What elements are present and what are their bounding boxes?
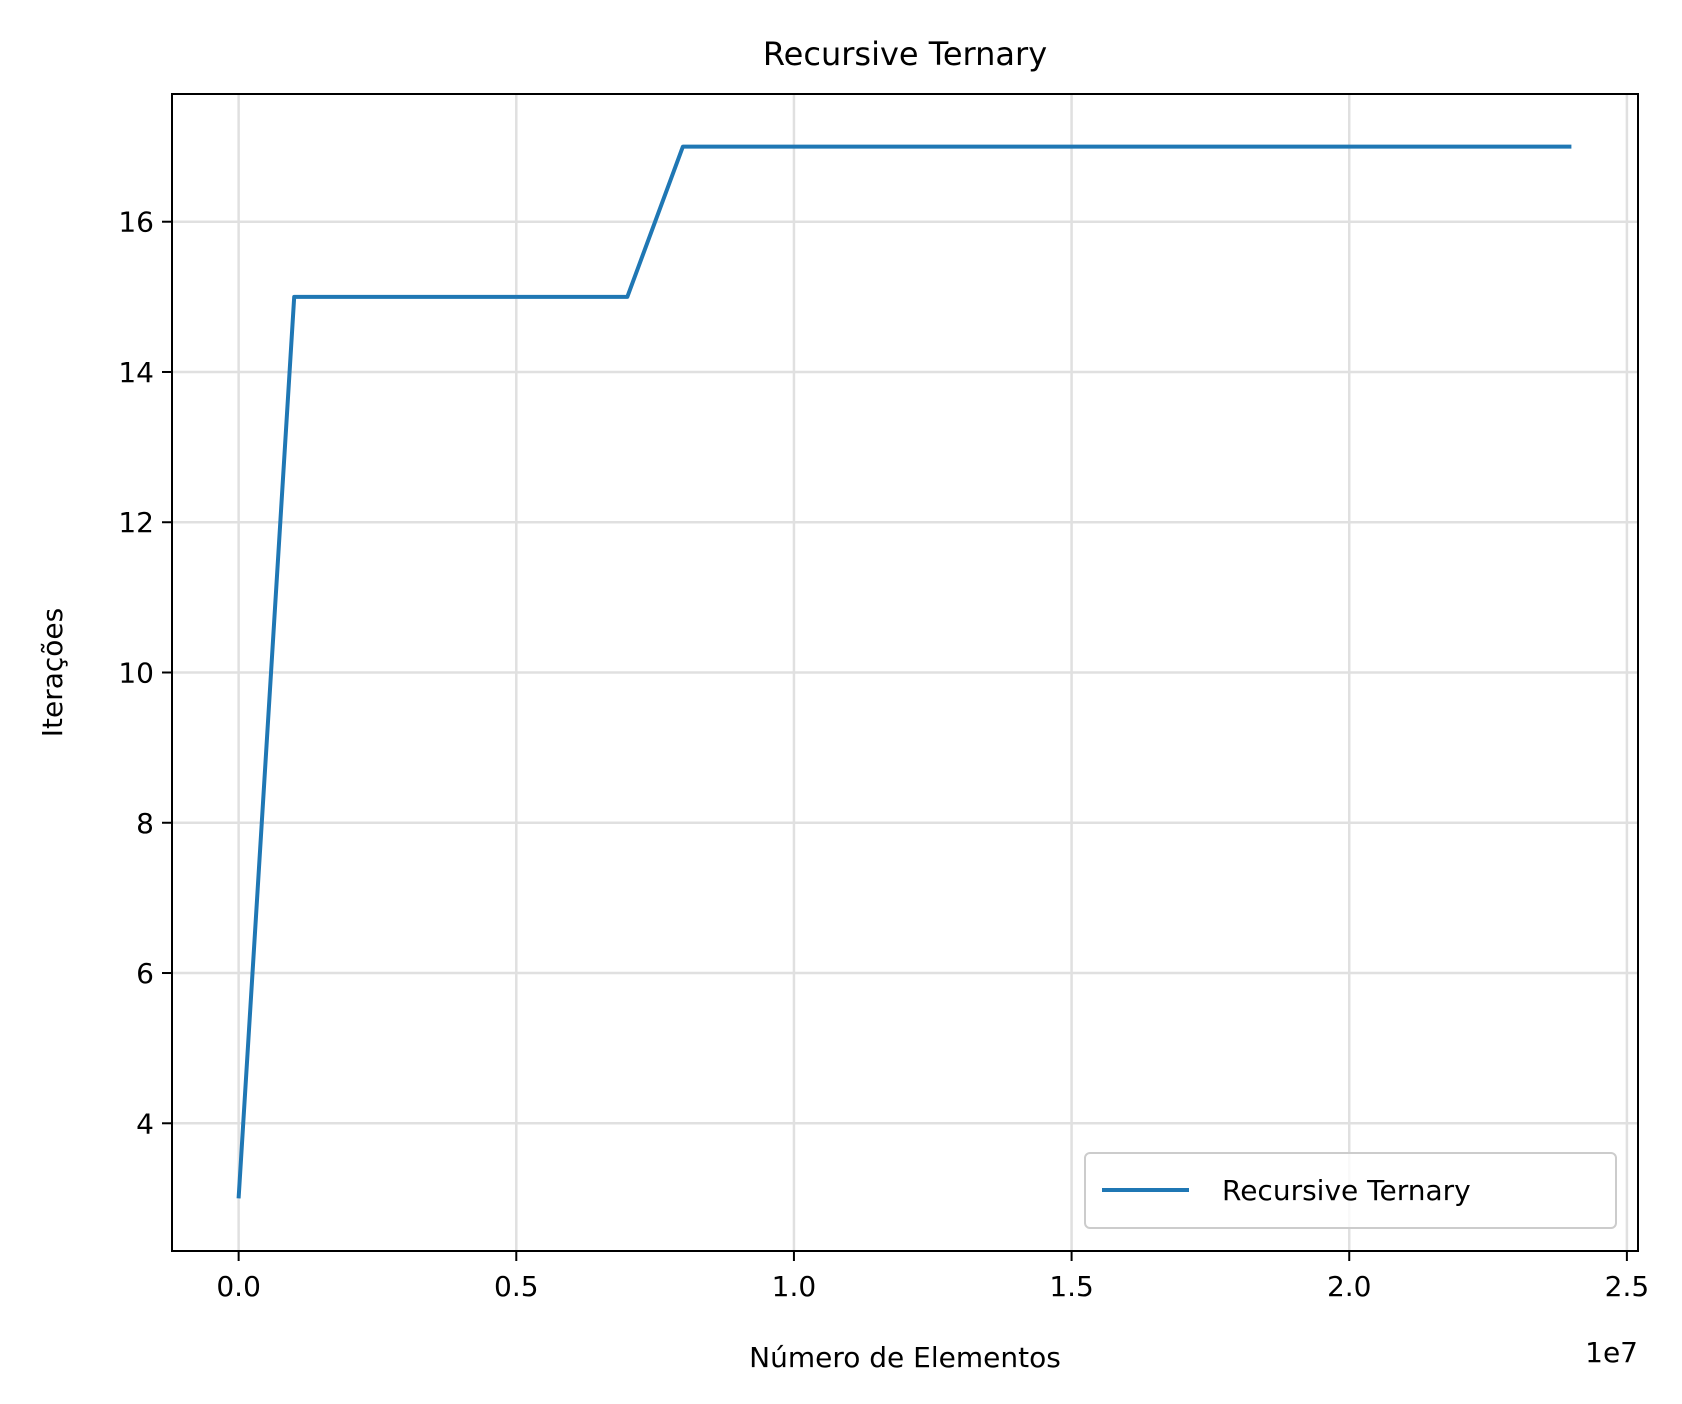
y-tick-label: 4 — [136, 1107, 154, 1140]
y-axis-label: Iterações — [36, 608, 69, 737]
y-tick-label: 8 — [136, 807, 154, 840]
y-tick-label: 16 — [118, 206, 154, 239]
x-axis-label: Número de Elementos — [749, 1341, 1061, 1374]
grid — [172, 94, 1638, 1251]
x-tick-label: 1.5 — [1049, 1270, 1094, 1303]
x-tick-label: 0.5 — [494, 1270, 539, 1303]
legend-label: Recursive Ternary — [1222, 1174, 1471, 1207]
ticks: 0.0 0.5 1.0 1.5 2.0 2.5 4 6 8 10 12 14 16 — [118, 206, 1649, 1303]
series-line-recursive-ternary — [236, 144, 1572, 1199]
legend-box — [1084, 1152, 1617, 1229]
y-tick-label: 6 — [136, 957, 154, 990]
y-tick-label: 14 — [118, 356, 154, 389]
x-tick-label: 2.0 — [1327, 1270, 1372, 1303]
x-tick-label: 2.5 — [1605, 1270, 1650, 1303]
y-tick-label: 10 — [118, 657, 154, 690]
x-tick-label: 1.0 — [772, 1270, 817, 1303]
x-tick-label: 0.0 — [216, 1270, 261, 1303]
x-axis-offset-label: 1e7 — [1585, 1336, 1638, 1369]
series-layer — [236, 144, 1572, 1199]
y-tick-label: 12 — [118, 506, 154, 539]
legend: Recursive Ternary — [1084, 1152, 1617, 1229]
chart-title: Recursive Ternary — [763, 35, 1047, 73]
